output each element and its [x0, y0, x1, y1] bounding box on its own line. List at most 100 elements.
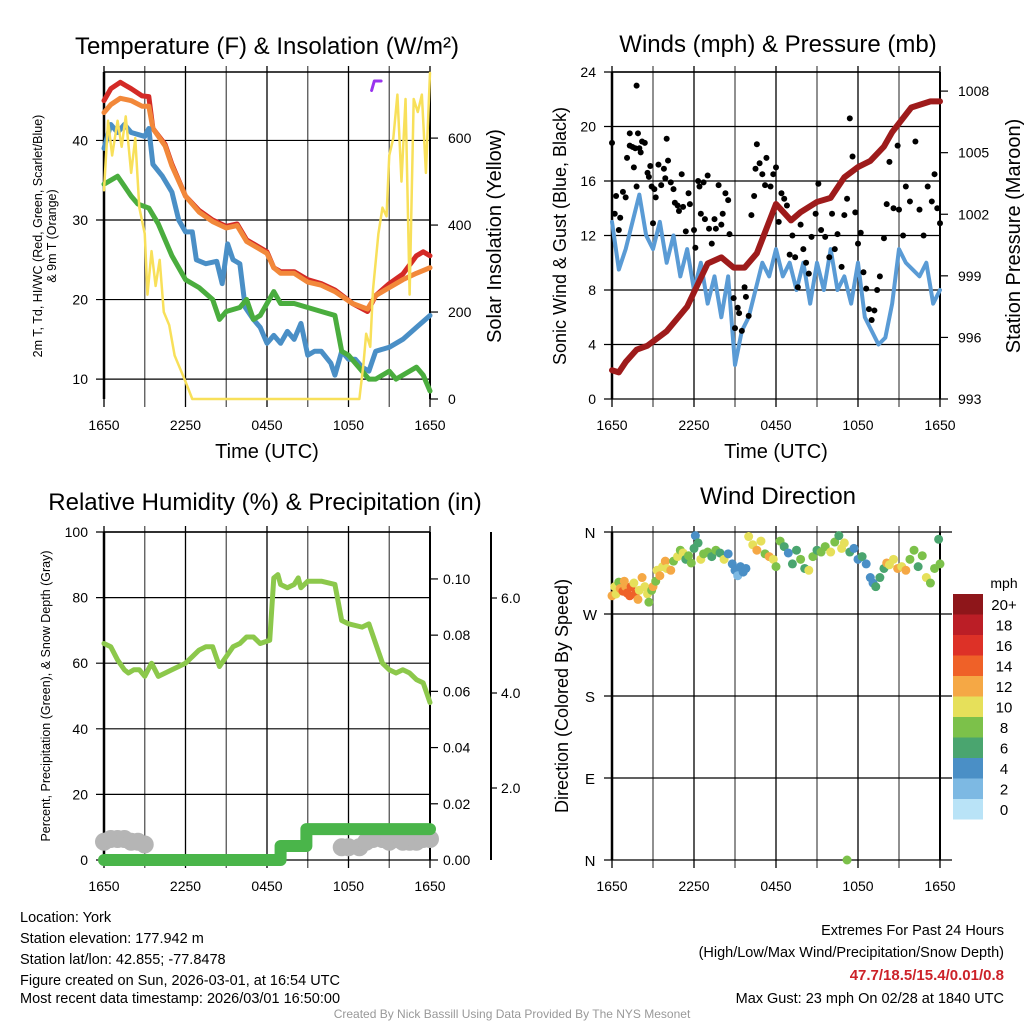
x-tick-label: 1650 [596, 878, 627, 894]
gust-point [818, 227, 825, 234]
gust-point [900, 232, 907, 239]
direction-point [783, 548, 793, 558]
snow-depth-point [135, 835, 154, 854]
x-tick-label: 1050 [842, 417, 873, 433]
series-dewpoint [101, 173, 433, 394]
direction-point [686, 558, 696, 568]
gust-point [906, 198, 913, 205]
y-tick-label: 8 [588, 282, 596, 298]
gust-point [745, 312, 752, 319]
x-tick-label: 1650 [88, 878, 119, 894]
series-solar [102, 71, 432, 401]
gust-point [937, 220, 943, 227]
temp-y-label-line2: & 9m T (Orange) [45, 189, 59, 282]
gust-point [675, 207, 682, 214]
y-tick-label: 30 [72, 212, 88, 228]
colorbar-swatch [953, 635, 983, 656]
gust-point [674, 202, 681, 209]
gust-point [734, 304, 741, 311]
x-tick-label: 0450 [760, 417, 791, 433]
y-tick-label: 0 [588, 391, 596, 407]
y2-tick-label: 999 [958, 268, 982, 284]
gust-point [742, 293, 749, 300]
gust-point [658, 182, 665, 189]
gust-point [611, 210, 618, 217]
gust-point [822, 233, 829, 240]
gust-point [805, 270, 812, 277]
colorbar-label: 14 [996, 659, 1013, 676]
precip-tick-label: 0.06 [443, 683, 470, 699]
direction-point [913, 562, 923, 572]
gust-point [762, 182, 769, 189]
gust-point [756, 160, 763, 167]
gust-point [803, 259, 810, 266]
gust-point [706, 225, 713, 232]
colorbar-swatch [953, 655, 983, 676]
gust-point [626, 130, 633, 137]
gust-point [855, 240, 861, 247]
temp-y2-label: Solar Insolation (Yellow) [484, 129, 506, 343]
gust-point [641, 139, 648, 146]
colorbar-label: 8 [1000, 720, 1008, 737]
direction-point [830, 537, 840, 547]
gust-point [789, 232, 796, 239]
pressure-line [609, 98, 943, 376]
gust-point [718, 221, 725, 228]
gust-point [695, 178, 702, 184]
gust-point [682, 228, 689, 235]
gust-point [794, 284, 801, 291]
direction-point [839, 538, 849, 548]
gust-point [732, 325, 738, 332]
direction-point [779, 542, 789, 552]
gust-point [751, 192, 758, 199]
y2-tick-label: 200 [448, 304, 472, 320]
direction-point [849, 543, 859, 553]
direction-point [889, 554, 899, 564]
gust-point [767, 183, 774, 190]
gust-point [928, 198, 935, 205]
y-tick-label: 60 [72, 655, 88, 671]
series-temp9m [101, 95, 433, 312]
direction-point [917, 551, 927, 561]
gust-point [715, 182, 722, 189]
gust-point [876, 273, 883, 280]
gust-point [783, 202, 790, 209]
precip-tick-label: 0.10 [443, 571, 470, 587]
gust-point [622, 194, 629, 201]
direction-point [768, 554, 778, 564]
direction-point [909, 545, 919, 555]
gust-point [736, 310, 743, 317]
direction-point [633, 594, 643, 604]
gust-point [812, 210, 819, 217]
direction-tick-label: W [583, 607, 598, 624]
x-tick-label: 1650 [88, 417, 119, 433]
direction-point [808, 552, 818, 562]
direction-point [842, 855, 852, 865]
direction-point [644, 597, 654, 607]
gust-point [934, 205, 941, 212]
dir-panel-title: Wind Direction [700, 483, 856, 510]
gust-point [863, 285, 870, 292]
colorbar-swatch [953, 717, 983, 738]
gust-point [852, 209, 859, 216]
colorbar-swatch [953, 778, 983, 799]
gust-point [647, 163, 654, 170]
colorbar-swatch [953, 676, 983, 697]
gust-point [701, 216, 708, 223]
wind-panel-title: Winds (mph) & Pressure (mb) [619, 31, 936, 58]
gust-point [890, 205, 897, 212]
gust-point [700, 179, 707, 186]
colorbar-swatch [953, 758, 983, 779]
gust-point [778, 190, 785, 197]
colorbar-label: 0 [1000, 802, 1008, 819]
direction-point [925, 578, 935, 588]
colorbar-swatch [953, 614, 983, 635]
x-tick-label: 1650 [924, 417, 955, 433]
direction-tick-label: N [585, 853, 596, 870]
gust-point [883, 201, 890, 208]
gust-point [685, 190, 692, 197]
gust-point [692, 244, 699, 251]
gust-point [773, 164, 779, 171]
gust-point [931, 171, 938, 178]
